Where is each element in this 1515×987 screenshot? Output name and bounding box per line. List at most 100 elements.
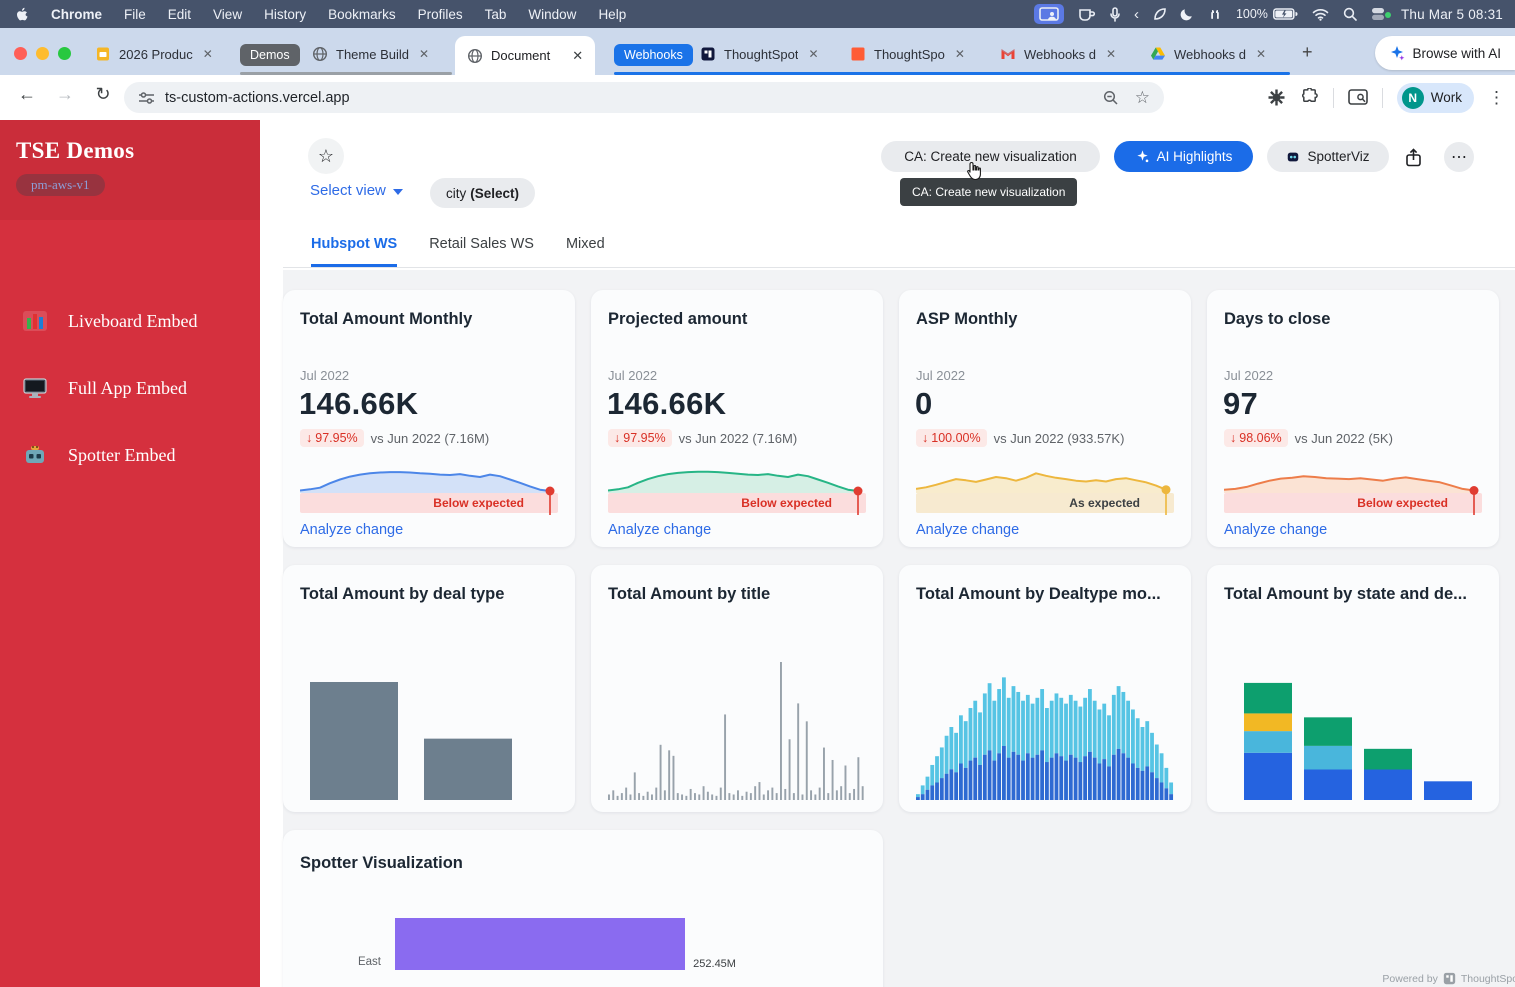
extensions-puzzle-icon[interactable]	[1300, 88, 1319, 107]
deal-type-bar-chart[interactable]	[300, 678, 558, 800]
more-options-button[interactable]: ⋯	[1444, 142, 1474, 172]
kpi-sparkline[interactable]: Below expected	[1224, 452, 1482, 516]
kpi-card-projected-amount[interactable]: Projected amount Jul 2022 146.66K ↓ 97.95…	[591, 290, 883, 547]
wifi-icon[interactable]	[1312, 4, 1329, 24]
menu-window[interactable]: Window	[528, 6, 577, 22]
window-minimize-button[interactable]	[36, 47, 49, 60]
spotter-visualization-card[interactable]: Spotter Visualization East 252.45M	[283, 830, 883, 987]
tab-close-icon[interactable]: ✕	[202, 47, 213, 61]
ca-create-visualization-button[interactable]: CA: Create new visualization	[881, 141, 1100, 172]
bookmark-star-icon[interactable]: ☆	[1134, 87, 1150, 107]
kpi-card-total-amount-monthly[interactable]: Total Amount Monthly Jul 2022 146.66K ↓ 9…	[283, 290, 575, 547]
ai-highlights-button[interactable]: AI Highlights	[1114, 141, 1253, 172]
svg-text:Below expected: Below expected	[1357, 496, 1448, 510]
tab-close-icon[interactable]: ✕	[418, 47, 430, 61]
menu-tab[interactable]: Tab	[484, 6, 507, 22]
chart-card-deal-type[interactable]: Total Amount by deal type	[283, 565, 575, 812]
chart-title: Total Amount by deal type	[300, 585, 505, 603]
hbar-value-label: 252.45M	[693, 958, 736, 970]
analyze-change-link[interactable]: Analyze change	[608, 522, 712, 538]
tab-webhooks-drive[interactable]: Webhooks d ✕	[1150, 40, 1290, 68]
tab-mixed[interactable]: Mixed	[565, 236, 605, 252]
battery-icon[interactable]	[1272, 4, 1298, 24]
sidebar-item-full-app-embed[interactable]: Full App Embed	[0, 367, 260, 409]
menubar-app-leaf-icon[interactable]	[1153, 4, 1166, 24]
kpi-card-asp-monthly[interactable]: ASP Monthly Jul 2022 0 ↓ 100.00% vs Jun 2…	[899, 290, 1191, 547]
menu-history[interactable]: History	[264, 6, 307, 22]
analyze-change-link[interactable]: Analyze change	[916, 522, 1020, 538]
chrome-menu-button[interactable]: ⋮	[1488, 87, 1505, 107]
sidebar-item-spotter-embed[interactable]: Spotter Embed	[0, 434, 260, 476]
tab-close-icon[interactable]: ✕	[1106, 47, 1117, 61]
url-text[interactable]: ts-custom-actions.vercel.app	[165, 89, 350, 106]
airpods-icon[interactable]	[1208, 4, 1222, 24]
kpi-sparkline[interactable]: Below expected	[608, 452, 866, 516]
sidebar-item-liveboard-embed[interactable]: Liveboard Embed	[0, 300, 260, 342]
spotlight-search-icon[interactable]	[1343, 4, 1357, 24]
kpi-sparkline[interactable]: Below expected	[300, 452, 558, 516]
site-settings-icon[interactable]	[138, 91, 155, 105]
menu-file[interactable]: File	[124, 6, 146, 22]
tab-hubspot-ws[interactable]: Hubspot WS	[311, 236, 398, 267]
menu-profiles[interactable]: Profiles	[417, 6, 463, 22]
apple-menu-icon[interactable]	[16, 4, 29, 24]
refresh-button[interactable]: ↻	[95, 84, 111, 104]
chart-card-dealtype-monthly[interactable]: Total Amount by Dealtype mo...	[899, 565, 1191, 812]
chart-card-by-title[interactable]: Total Amount by title	[591, 565, 883, 812]
browse-with-ai-button[interactable]: Browse with AI	[1375, 36, 1515, 70]
profile-chip[interactable]: N Work	[1396, 82, 1474, 113]
tab-group-webhooks[interactable]: Webhooks	[614, 44, 693, 66]
menu-chrome[interactable]: Chrome	[51, 6, 103, 22]
kpi-value: 97	[1223, 386, 1259, 421]
back-button[interactable]: ←	[18, 84, 36, 104]
new-tab-button[interactable]: +	[1302, 42, 1313, 62]
address-bar[interactable]: ts-custom-actions.vercel.app ☆	[124, 82, 1164, 113]
analyze-change-link[interactable]: Analyze change	[300, 522, 404, 538]
menu-bookmarks[interactable]: Bookmarks	[328, 6, 396, 22]
tab-theme-builder[interactable]: Theme Build ✕	[312, 40, 447, 68]
select-view-dropdown[interactable]: Select view	[310, 182, 403, 199]
title-bar-chart[interactable]	[608, 658, 866, 800]
hbar-fill[interactable]	[395, 918, 686, 970]
user-switcher-icon[interactable]	[1371, 4, 1391, 24]
extension-gear-icon[interactable]	[1267, 88, 1286, 107]
profile-avatar: N	[1401, 86, 1424, 109]
kpi-period: Jul 2022	[608, 368, 658, 383]
forward-button[interactable]: →	[56, 84, 74, 104]
dealtype-monthly-histogram[interactable]	[916, 650, 1174, 800]
kpi-sparkline[interactable]: As expected	[916, 452, 1174, 516]
focus-moon-icon[interactable]	[1180, 4, 1194, 24]
tab-webhooks-gmail[interactable]: Webhooks d ✕	[1000, 40, 1140, 68]
screen-mirroring-icon[interactable]	[1033, 4, 1064, 24]
tab-thoughtspot-2[interactable]: ThoughtSpo ✕	[850, 40, 985, 68]
tab-thoughtspot-1[interactable]: ThoughtSpot ✕	[700, 40, 835, 68]
menu-edit[interactable]: Edit	[167, 6, 192, 22]
chevron-left-extra-icon[interactable]: ‹	[1133, 5, 1139, 23]
analyze-change-link[interactable]: Analyze change	[1224, 522, 1328, 538]
chart-card-state-dealtype[interactable]: Total Amount by state and de...	[1207, 565, 1499, 812]
tab-2026-product[interactable]: 2026 Produc ✕	[95, 40, 230, 68]
spotterviz-button[interactable]: SpotterViz	[1267, 141, 1389, 172]
city-filter-chip[interactable]: city (Select)	[430, 178, 536, 208]
microphone-icon[interactable]	[1110, 4, 1120, 24]
side-panel-icon[interactable]	[1347, 89, 1368, 106]
tab-document-active[interactable]: Document ✕	[455, 36, 595, 75]
window-zoom-button[interactable]	[58, 47, 71, 60]
tab-close-icon[interactable]: ✕	[808, 47, 819, 61]
state-stacked-bar-chart[interactable]	[1224, 675, 1482, 800]
tab-retail-sales-ws[interactable]: Retail Sales WS	[429, 236, 534, 252]
zoom-icon[interactable]	[1103, 90, 1119, 106]
tab-group-demos[interactable]: Demos	[240, 44, 300, 66]
menubar-app-cup-icon[interactable]	[1078, 4, 1096, 24]
tab-close-icon[interactable]: ✕	[1256, 47, 1267, 61]
tab-close-icon[interactable]: ✕	[572, 47, 584, 63]
menubar-clock[interactable]: Thu Mar 5 08:31	[1400, 6, 1503, 22]
kpi-card-days-to-close[interactable]: Days to close Jul 2022 97 ↓ 98.06% vs Jun…	[1207, 290, 1499, 547]
menu-help[interactable]: Help	[598, 6, 627, 22]
tab-close-icon[interactable]: ✕	[954, 47, 965, 61]
spotter-hbar-chart[interactable]: East 252.45M	[303, 918, 863, 970]
window-close-button[interactable]	[14, 47, 27, 60]
favorite-star-button[interactable]: ☆	[308, 138, 344, 174]
menu-view[interactable]: View	[213, 6, 243, 22]
share-button[interactable]	[1398, 142, 1428, 172]
